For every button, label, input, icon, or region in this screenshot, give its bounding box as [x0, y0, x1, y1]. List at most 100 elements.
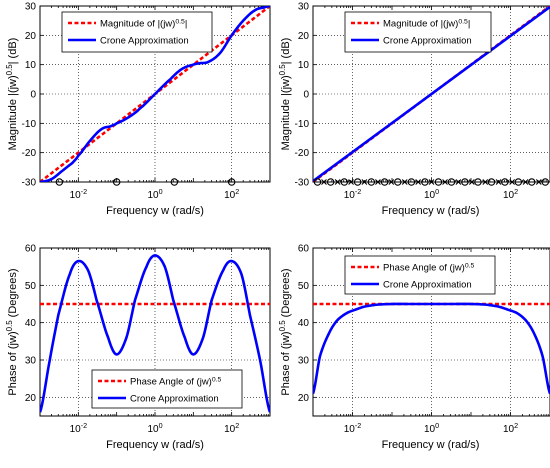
x-tick-label: 100	[147, 421, 162, 436]
zero-marker	[380, 178, 389, 186]
pole-marker	[401, 179, 408, 185]
pole-marker	[361, 179, 368, 185]
marker-series	[55, 178, 236, 186]
series-line-crone-approximation	[40, 6, 270, 182]
y-tick-label: 20	[298, 393, 310, 404]
legend-box	[344, 11, 492, 53]
ticks	[312, 247, 549, 416]
legend-entry-crone-approximation: Crone Approximation	[383, 280, 472, 291]
plot-area	[40, 6, 270, 182]
plot-area	[313, 6, 550, 182]
legend-entry-phase-angle-of-jw-0-5: Phase Angle of (jw)0.5	[130, 376, 222, 388]
legend-entry-crone-approximation: Crone Approximation	[100, 36, 189, 47]
y-tick-label: 20	[25, 31, 37, 42]
y-tick-label: 10	[25, 60, 37, 71]
zero-marker	[367, 178, 376, 186]
zero-marker	[227, 178, 236, 186]
zero-marker	[112, 178, 121, 186]
legend: Magnitude of |(jw)0.5| Crone Approximatio…	[61, 11, 213, 53]
legend-entry-magnitude-of-jw-0-5: Magnitude of |(jw)0.5|	[100, 18, 187, 30]
x-tick-label: 10-2	[344, 187, 362, 202]
pole-marker	[415, 179, 422, 185]
zero-marker	[501, 178, 509, 186]
marker-series	[313, 178, 550, 186]
legend-box	[344, 255, 496, 295]
y-tick-label: 20	[298, 31, 310, 42]
y-axis-label: Phase of (jw)0.5 (Degrees)	[278, 268, 293, 395]
zero-marker	[326, 178, 335, 186]
y-tick-label: 0	[30, 90, 36, 101]
legend-entry-crone-approximation: Crone Approximation	[130, 394, 219, 405]
pole-marker	[321, 179, 327, 185]
x-axis-label: Frequency w (rad/s)	[106, 439, 204, 451]
y-tick-label: 40	[25, 318, 37, 329]
y-tick-label: 30	[25, 2, 37, 13]
x-tick-label: 100	[147, 187, 162, 202]
x-tick-label: 10-2	[70, 421, 88, 436]
y-tick-label: -20	[22, 148, 37, 159]
zero-marker	[394, 178, 402, 186]
legend: Phase Angle of (jw)0.5 Crone Approximatio…	[344, 255, 496, 295]
y-tick-label: 30	[298, 2, 310, 13]
pole-marker	[442, 179, 448, 185]
zero-marker	[541, 178, 550, 186]
y-axis-label: Magnitude |(jw)0.5| (dB)	[5, 38, 20, 151]
y-tick-label: 20	[25, 393, 37, 404]
pole-marker	[495, 179, 502, 185]
zero-marker	[434, 178, 443, 186]
pole-marker	[375, 179, 381, 185]
x-tick-label: 102	[503, 187, 518, 202]
y-tick-label: 30	[25, 356, 37, 367]
zero-marker	[353, 178, 362, 186]
legend: Phase Angle of (jw)0.5 Crone Approximatio…	[91, 369, 243, 409]
zero-marker	[407, 178, 416, 186]
ticks	[39, 247, 269, 416]
pole-marker	[482, 179, 489, 185]
y-tick-label: 30	[298, 356, 310, 367]
x-tick-label: 102	[224, 421, 239, 436]
chart-panel-2: 10-2 100 102 -30 -20 -10 0 10 20 30 Frequency w (r…	[278, 2, 550, 217]
series-line-crone-approximation	[313, 302, 550, 394]
zero-marker	[514, 178, 523, 186]
pole-marker	[509, 179, 516, 185]
pole-marker	[522, 179, 529, 185]
series-line-crone-approximation	[40, 254, 270, 413]
pole-marker	[468, 179, 475, 185]
zero-marker	[474, 178, 482, 186]
pole-marker	[348, 179, 354, 185]
y-tick-label: -30	[22, 178, 37, 189]
legend: Magnitude of |(jw)0.5| Crone Approximatio…	[344, 11, 492, 53]
y-tick-label: 0	[303, 90, 309, 101]
y-axis-label: Magnitude |(jw)0.5| (dB)	[278, 38, 293, 151]
y-tick-label: -10	[22, 119, 37, 130]
y-tick-label: 60	[25, 244, 37, 255]
legend-entry-crone-approximation: Crone Approximation	[383, 36, 472, 47]
y-tick-label: 50	[298, 281, 310, 292]
marker-series	[321, 179, 542, 185]
x-axis-label: Frequency w (rad/s)	[106, 205, 204, 217]
chart-panel-1: 10-2 100 102 -30 -20 -10 0 10 20 30 Frequency w (r…	[5, 2, 271, 217]
x-tick-label: 100	[424, 187, 439, 202]
x-axis-label: Frequency w (rad/s)	[382, 205, 480, 217]
plot-area	[313, 302, 550, 394]
zero-marker	[170, 178, 179, 186]
y-tick-label: -30	[295, 178, 310, 189]
pole-marker	[455, 179, 462, 185]
x-axis-label: Frequency w (rad/s)	[382, 439, 480, 451]
ticks	[39, 5, 269, 183]
zero-marker	[313, 178, 322, 186]
y-tick-label: -20	[295, 148, 310, 159]
legend-entry-phase-angle-of-jw-0-5: Phase Angle of (jw)0.5	[383, 262, 475, 274]
zero-marker	[487, 178, 496, 186]
x-tick-label: 100	[424, 421, 439, 436]
y-tick-label: 50	[25, 281, 37, 292]
x-tick-label: 10-2	[70, 187, 88, 202]
y-tick-label: 40	[298, 318, 310, 329]
pole-marker	[428, 179, 435, 185]
y-tick-label: 60	[298, 244, 310, 255]
chart-panel-4: 10-2 100 102 20 30 40 50 60 Frequency w (rad/s) P…	[278, 244, 550, 451]
zero-marker	[340, 178, 349, 186]
pole-marker	[535, 179, 542, 185]
zero-marker	[461, 178, 469, 186]
